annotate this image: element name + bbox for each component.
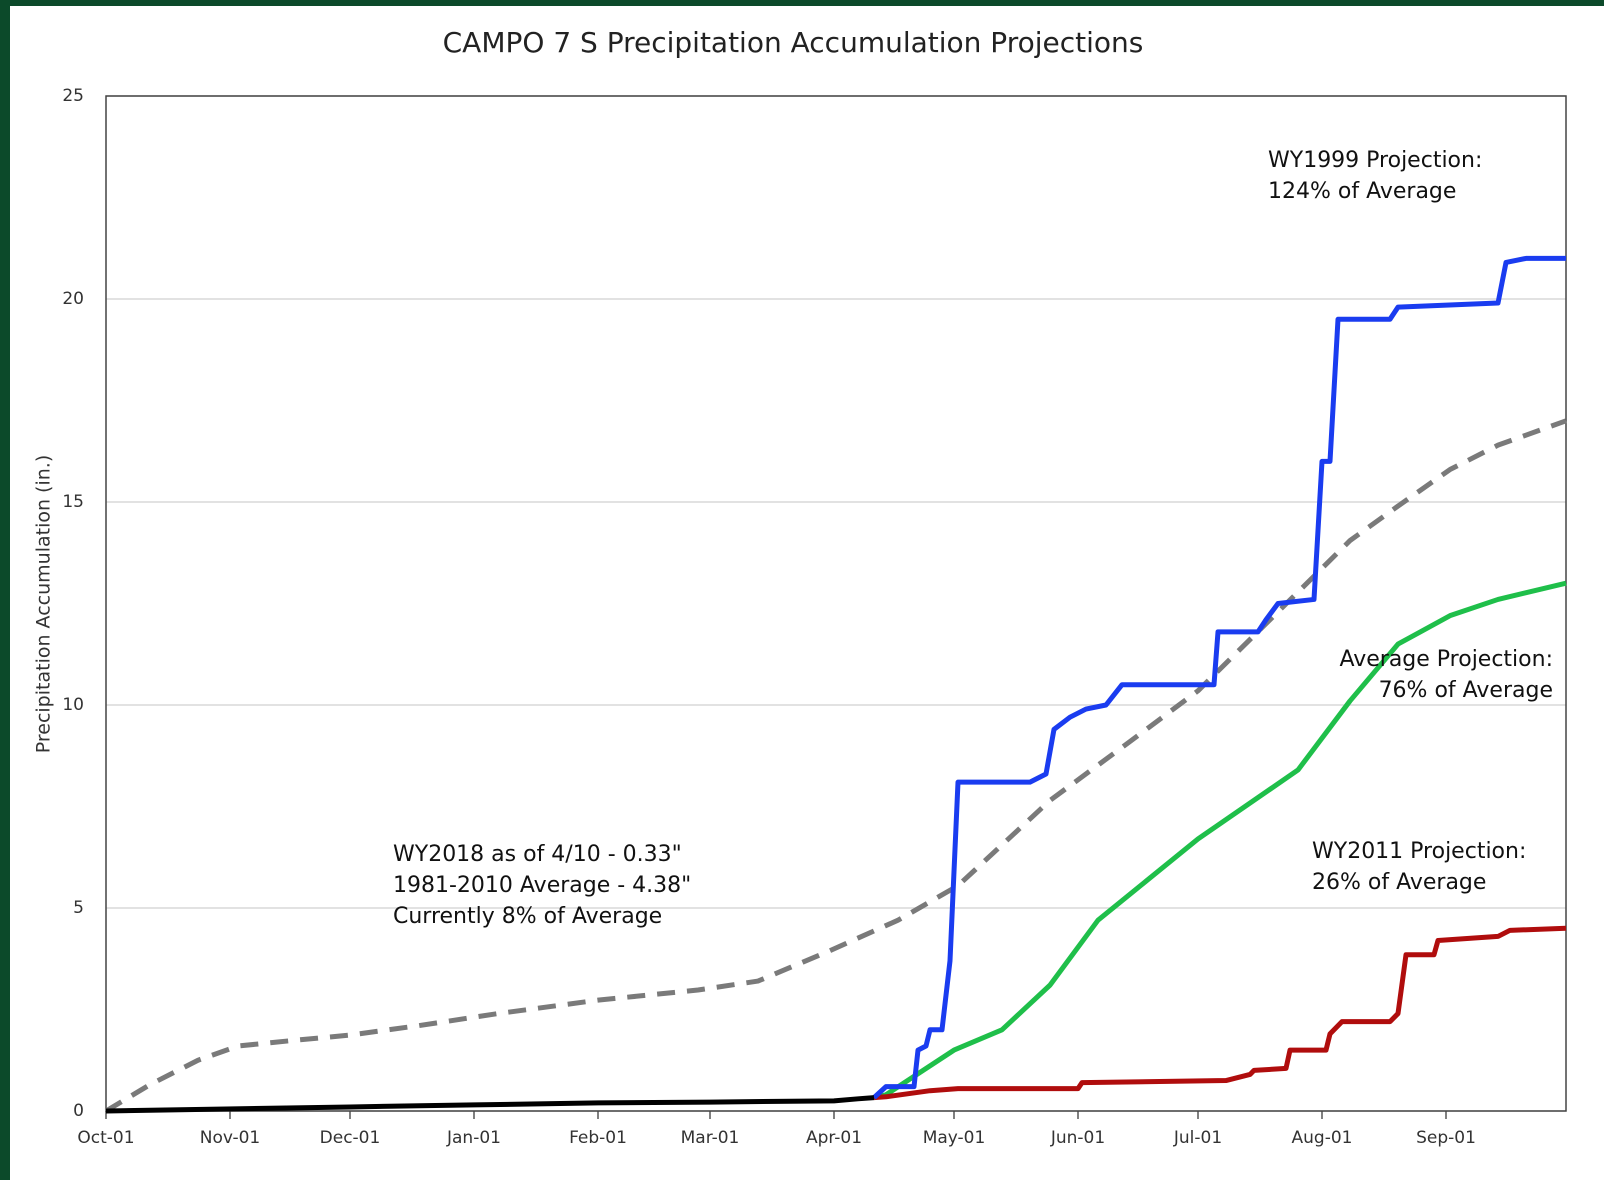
annotation-line: 124% of Average [1268, 179, 1456, 204]
chart-background [10, 6, 1604, 1180]
y-tick-label: 15 [62, 492, 84, 512]
annotation-line: WY2011 Projection: [1312, 839, 1526, 864]
x-tick-label: Oct-01 [77, 1128, 134, 1148]
x-tick-label: May-01 [923, 1128, 986, 1148]
annotation-line: Currently 8% of Average [393, 904, 662, 929]
annotation: WY2011 Projection: 26% of Average [1312, 839, 1526, 895]
x-tick-label: Dec-01 [320, 1128, 381, 1148]
y-tick-label: 20 [62, 289, 84, 309]
y-tick-label: 5 [73, 898, 84, 918]
series-line [105, 1095, 875, 1114]
annotation: Average Projection: 76% of Average [1339, 647, 1553, 703]
x-tick-label: Apr-01 [806, 1128, 862, 1148]
series-line [873, 580, 1567, 1101]
annotation-line: 76% of Average [1379, 678, 1553, 703]
annotation-line: WY1999 Projection: [1268, 148, 1482, 173]
x-tick-label: Sep-01 [1416, 1128, 1476, 1148]
annotation: WY2018 as of 4/10 - 0.33" 1981-2010 Avera… [393, 842, 691, 929]
series-line [873, 925, 1567, 1101]
x-tick-label: Jan-01 [446, 1128, 501, 1148]
x-tick-label: Jul-01 [1173, 1128, 1222, 1148]
y-tick-label: 10 [62, 695, 84, 715]
x-tick-label: Mar-01 [681, 1128, 740, 1148]
series-line [104, 418, 1567, 1114]
annotation-line: 26% of Average [1312, 870, 1486, 895]
y-axis-label: Precipitation Accumulation (in.) [33, 455, 55, 754]
x-tick-label: Feb-01 [569, 1128, 627, 1148]
annotation: WY1999 Projection: 124% of Average [1268, 148, 1482, 204]
annotation-line: Average Projection: [1339, 647, 1553, 672]
annotation-line: 1981-2010 Average - 4.38" [393, 873, 691, 898]
plot-frame [105, 95, 1567, 1112]
x-tick-label: Aug-01 [1292, 1128, 1353, 1148]
chart-title: CAMPO 7 S Precipitation Accumulation Pro… [443, 26, 1144, 59]
x-tick-label: Nov-01 [200, 1128, 261, 1148]
x-tick-label: Jun-01 [1050, 1128, 1105, 1148]
series-line [872, 255, 1566, 1100]
y-tick-label: 25 [62, 86, 84, 106]
annotation-line: WY2018 as of 4/10 - 0.33" [393, 842, 682, 867]
y-tick-label: 0 [73, 1101, 84, 1121]
